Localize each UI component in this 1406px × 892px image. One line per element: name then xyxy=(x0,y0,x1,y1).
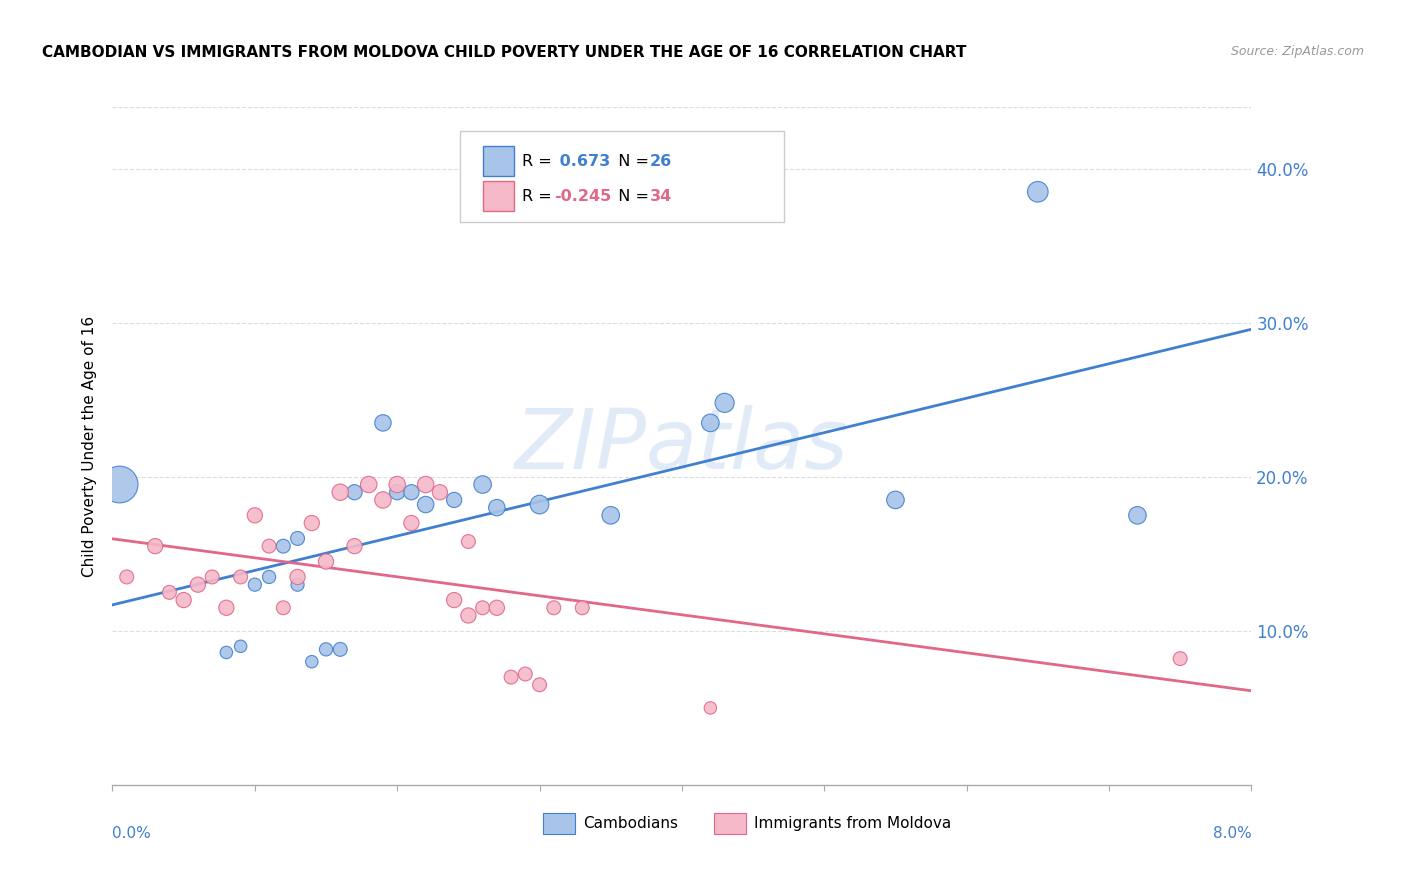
Text: 34: 34 xyxy=(650,189,672,204)
Point xyxy=(571,600,593,615)
Point xyxy=(457,534,479,549)
Text: 0.0%: 0.0% xyxy=(112,826,152,840)
Text: 8.0%: 8.0% xyxy=(1212,826,1251,840)
Text: 26: 26 xyxy=(650,153,672,169)
Point xyxy=(243,577,266,591)
Point xyxy=(287,570,309,584)
FancyBboxPatch shape xyxy=(714,814,745,834)
Text: N =: N = xyxy=(607,189,654,204)
Point xyxy=(471,477,494,491)
Point xyxy=(1026,185,1049,199)
Point xyxy=(443,492,465,507)
Point xyxy=(599,508,621,523)
Point xyxy=(287,577,309,591)
Point xyxy=(315,555,337,569)
Point xyxy=(529,498,551,512)
Point xyxy=(215,645,238,659)
Text: Source: ZipAtlas.com: Source: ZipAtlas.com xyxy=(1230,45,1364,58)
Point xyxy=(543,600,565,615)
Point xyxy=(215,600,238,615)
Point xyxy=(315,642,337,657)
Point xyxy=(343,485,366,500)
Point xyxy=(1126,508,1149,523)
Point xyxy=(187,577,209,591)
Point xyxy=(243,508,266,523)
Point xyxy=(257,539,280,553)
Point xyxy=(485,500,508,515)
Text: -0.245: -0.245 xyxy=(554,189,612,204)
Point xyxy=(501,670,523,684)
Point xyxy=(271,539,295,553)
Text: 0.673: 0.673 xyxy=(554,153,610,169)
Text: R =: R = xyxy=(523,153,557,169)
Point xyxy=(371,492,394,507)
Point xyxy=(357,477,380,491)
Point xyxy=(371,416,394,430)
Point xyxy=(257,570,280,584)
Point xyxy=(443,593,465,607)
Point xyxy=(329,642,352,657)
Point xyxy=(401,485,423,500)
Point xyxy=(201,570,224,584)
Text: R =: R = xyxy=(523,189,557,204)
Point xyxy=(115,570,138,584)
Point xyxy=(457,608,479,623)
Text: Immigrants from Moldova: Immigrants from Moldova xyxy=(754,816,950,831)
FancyBboxPatch shape xyxy=(543,814,575,834)
Point xyxy=(229,570,252,584)
Point xyxy=(287,532,309,546)
Point xyxy=(429,485,451,500)
Text: ZIPatlas: ZIPatlas xyxy=(515,406,849,486)
FancyBboxPatch shape xyxy=(482,145,515,177)
Point xyxy=(515,667,537,681)
Point xyxy=(713,396,735,410)
Point xyxy=(385,477,409,491)
Point xyxy=(415,477,437,491)
Point xyxy=(471,600,494,615)
Point xyxy=(415,498,437,512)
Point xyxy=(529,678,551,692)
Point xyxy=(699,416,721,430)
Point xyxy=(271,600,295,615)
Point xyxy=(159,585,180,599)
Point xyxy=(401,516,423,530)
FancyBboxPatch shape xyxy=(460,131,785,222)
Point xyxy=(485,600,508,615)
Point xyxy=(301,655,323,669)
Point xyxy=(108,477,131,491)
Point xyxy=(229,640,252,654)
Point xyxy=(699,701,721,715)
Y-axis label: Child Poverty Under the Age of 16: Child Poverty Under the Age of 16 xyxy=(82,316,97,576)
Point xyxy=(143,539,166,553)
Point xyxy=(385,485,409,500)
Text: CAMBODIAN VS IMMIGRANTS FROM MOLDOVA CHILD POVERTY UNDER THE AGE OF 16 CORRELATI: CAMBODIAN VS IMMIGRANTS FROM MOLDOVA CHI… xyxy=(42,45,966,60)
Point xyxy=(329,485,352,500)
Text: Cambodians: Cambodians xyxy=(583,816,678,831)
Point xyxy=(1168,651,1191,665)
Point xyxy=(173,593,195,607)
FancyBboxPatch shape xyxy=(482,181,515,211)
Point xyxy=(301,516,323,530)
Point xyxy=(343,539,366,553)
Text: N =: N = xyxy=(607,153,654,169)
Point xyxy=(884,492,907,507)
